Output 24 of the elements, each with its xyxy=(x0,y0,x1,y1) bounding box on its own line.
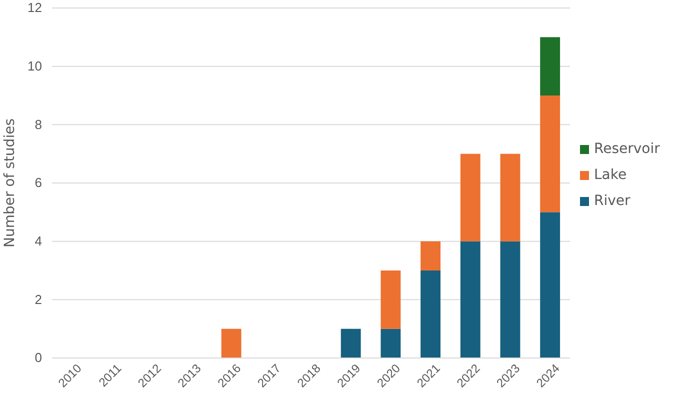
legend-label: Reservoir xyxy=(594,141,660,157)
bar xyxy=(460,154,480,242)
bar xyxy=(540,96,560,212)
bar xyxy=(500,154,520,242)
legend-label: Lake xyxy=(594,167,627,183)
bar xyxy=(420,241,440,270)
y-axis-title: Number of studies xyxy=(2,118,18,248)
bar xyxy=(340,328,361,358)
bar xyxy=(500,241,520,358)
y-tick-label: 0 xyxy=(34,350,42,366)
bar xyxy=(380,270,401,329)
bar xyxy=(380,328,401,358)
y-tick-label: 10 xyxy=(28,58,42,74)
bar xyxy=(420,270,440,358)
y-tick-label: 6 xyxy=(34,175,42,190)
legend-label: River xyxy=(594,193,631,209)
y-tick-label: 8 xyxy=(34,116,42,132)
y-tick-label: 4 xyxy=(34,233,42,248)
bar xyxy=(540,212,560,358)
bar xyxy=(460,241,480,358)
y-tick-label: 12 xyxy=(28,0,42,16)
y-tick-label: 2 xyxy=(34,292,42,307)
bar xyxy=(540,37,560,96)
bar xyxy=(221,328,242,358)
